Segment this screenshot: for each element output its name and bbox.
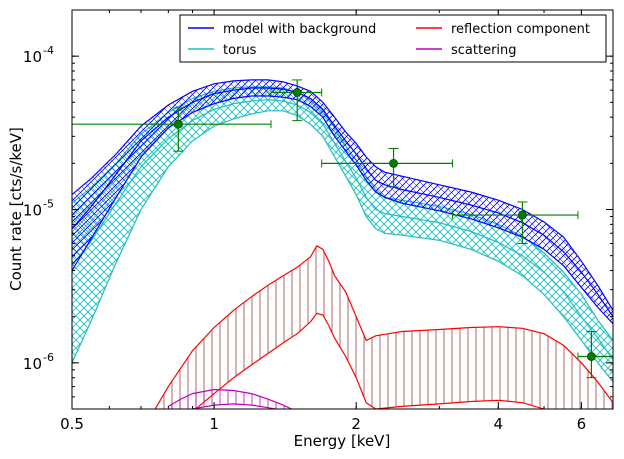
model-with-background-mid-line <box>72 87 613 318</box>
scattering-band <box>168 389 292 409</box>
legend-entry: scattering <box>416 43 517 58</box>
torus-lower-line <box>72 110 613 383</box>
x-tick-label: 6 <box>577 415 587 433</box>
x-tick-label: 0.5 <box>60 415 84 433</box>
model-with-background-upper-line <box>72 79 613 311</box>
legend-label: reflection component <box>451 22 590 37</box>
x-tick-label: 1 <box>209 415 219 433</box>
y-tick-exponent: -5 <box>43 198 54 211</box>
reflection-component-upper-line <box>154 244 613 409</box>
legend-label: model with background <box>223 22 376 37</box>
y-tick-label: 10 <box>23 202 42 220</box>
data-point <box>270 79 323 122</box>
axes: 0.5 1 2 4 610-610-510-4 <box>23 9 614 433</box>
data-point <box>72 107 272 152</box>
data-point-marker <box>292 88 302 97</box>
y-tick-exponent: -4 <box>43 44 54 57</box>
x-tick-label: 4 <box>494 415 504 433</box>
data-point-marker <box>173 119 183 129</box>
legend-entry: torus <box>188 43 257 58</box>
legend-entry: reflection component <box>416 22 590 37</box>
x-axis-label: Energy [keV] <box>294 432 391 450</box>
data-points <box>72 79 613 379</box>
y-tick-label: 10 <box>23 48 42 66</box>
data-point <box>577 331 613 379</box>
data-point-marker <box>389 158 398 168</box>
legend-box <box>179 14 607 63</box>
legend: model with background reflection componen… <box>179 14 607 63</box>
scattering-upper-line <box>167 388 293 409</box>
scattering-lower-line <box>190 403 280 409</box>
legend-label: scattering <box>451 43 517 58</box>
model-bands <box>72 79 613 409</box>
data-point-marker <box>518 210 527 220</box>
y-tick-exponent: -6 <box>43 351 54 364</box>
reflection-component-lower-line <box>194 312 546 409</box>
data-point <box>321 147 454 188</box>
legend-label: torus <box>223 43 257 58</box>
x-tick-label: 2 <box>351 415 361 433</box>
data-point <box>452 201 579 245</box>
model-with-background-lower-line <box>72 95 613 325</box>
y-axis-label: Count rate [cts/s/keV] <box>7 127 25 291</box>
reflection-component-band <box>155 245 613 409</box>
legend-entry: model with background <box>188 22 376 37</box>
data-point-marker <box>587 352 596 361</box>
y-tick-label: 10 <box>23 355 42 373</box>
